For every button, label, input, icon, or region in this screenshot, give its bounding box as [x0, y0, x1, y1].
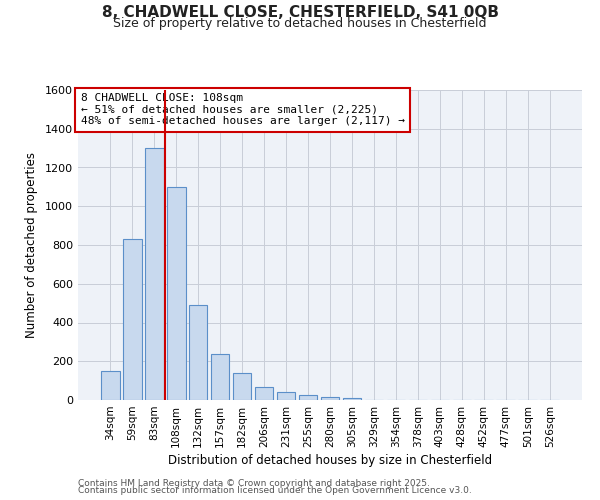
Bar — [189, 305, 208, 400]
Text: 8, CHADWELL CLOSE, CHESTERFIELD, S41 0QB: 8, CHADWELL CLOSE, CHESTERFIELD, S41 0QB — [101, 5, 499, 20]
Text: Contains HM Land Registry data © Crown copyright and database right 2025.: Contains HM Land Registry data © Crown c… — [78, 478, 430, 488]
Y-axis label: Number of detached properties: Number of detached properties — [25, 152, 38, 338]
Bar — [167, 187, 185, 400]
Bar — [101, 371, 119, 400]
Bar — [123, 239, 142, 400]
Bar — [277, 392, 295, 400]
Text: Size of property relative to detached houses in Chesterfield: Size of property relative to detached ho… — [113, 18, 487, 30]
Bar — [343, 398, 361, 400]
Bar — [233, 373, 251, 400]
Text: 8 CHADWELL CLOSE: 108sqm
← 51% of detached houses are smaller (2,225)
48% of sem: 8 CHADWELL CLOSE: 108sqm ← 51% of detach… — [80, 93, 404, 126]
Bar — [299, 394, 317, 400]
X-axis label: Distribution of detached houses by size in Chesterfield: Distribution of detached houses by size … — [168, 454, 492, 467]
Bar — [320, 397, 340, 400]
Bar — [255, 388, 274, 400]
Bar — [211, 354, 229, 400]
Bar — [145, 148, 164, 400]
Text: Contains public sector information licensed under the Open Government Licence v3: Contains public sector information licen… — [78, 486, 472, 495]
